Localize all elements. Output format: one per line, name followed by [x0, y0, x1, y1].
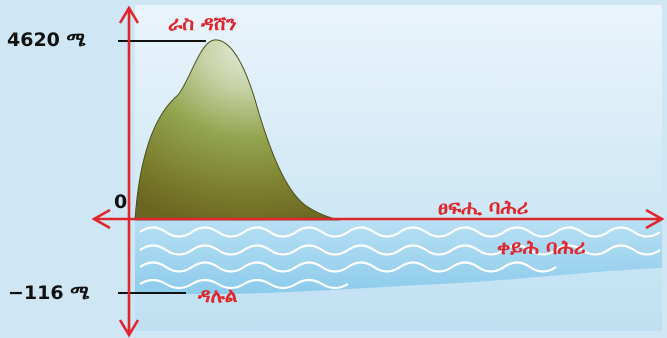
wave-lines — [139, 226, 661, 290]
depression-elevation-label: −116 ሜ — [8, 282, 90, 304]
sea-level-label: ፀፍሒ ባሕሪ — [438, 195, 529, 219]
depression-name-label: ዳሉል — [198, 283, 238, 307]
zero-elevation-label: 0 — [114, 191, 128, 213]
peak-name-label: ራስ ዳሸን — [168, 11, 237, 35]
peak-elevation-label: 4620 ሜ — [7, 29, 86, 51]
vertical-axis — [118, 5, 140, 338]
sea-level-axis — [91, 208, 665, 230]
water-body — [135, 220, 662, 294]
mountain-shape — [134, 39, 341, 221]
red-sea-label: ቀይሕ ባሕሪ — [497, 235, 586, 259]
